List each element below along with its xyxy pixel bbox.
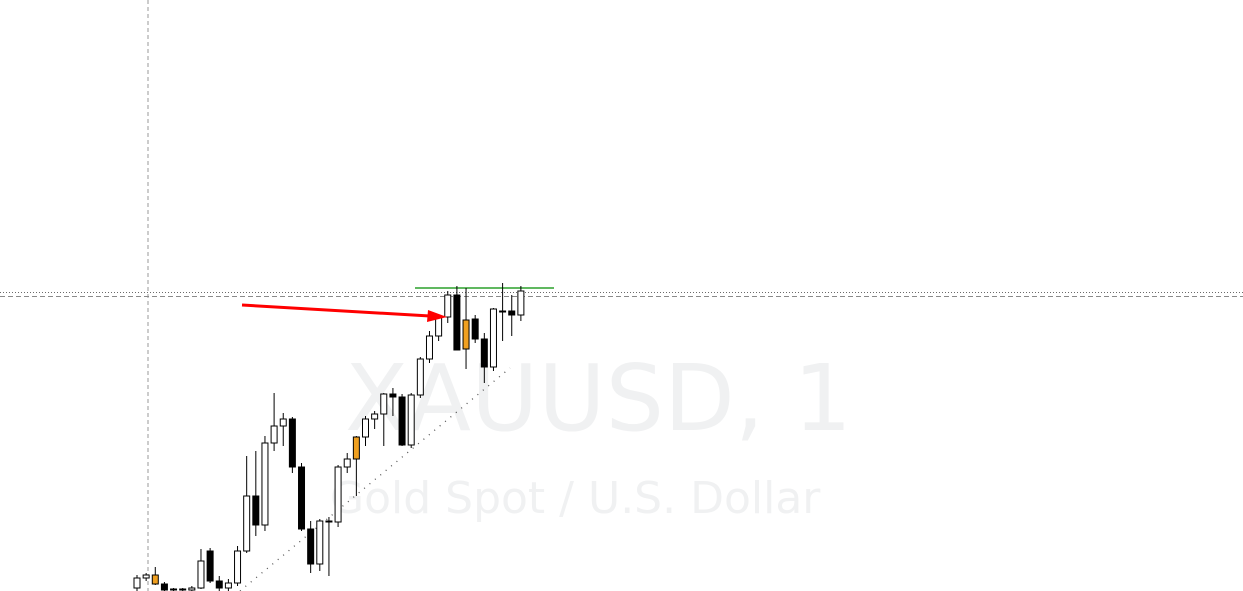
candle: [197, 549, 205, 589]
candle-body: [142, 574, 150, 579]
candle: [398, 394, 406, 446]
candle: [325, 517, 333, 576]
candle-body: [416, 358, 424, 396]
candle: [508, 295, 516, 336]
candle-body: [389, 393, 397, 398]
red-arrow[interactable]: [241, 303, 447, 322]
dotted-trendline[interactable]: [239, 367, 511, 591]
candle: [261, 436, 269, 531]
arrow-head-icon: [427, 310, 447, 322]
candle: [206, 548, 214, 583]
candle-body: [243, 495, 251, 552]
candle-body: [160, 583, 168, 591]
candle: [480, 333, 488, 383]
candle: [160, 582, 168, 591]
candle: [234, 546, 242, 586]
candle: [316, 519, 324, 571]
candle-body: [407, 394, 415, 446]
watermark-description: Gold Spot / U.S. Dollar: [330, 473, 821, 524]
candle: [407, 393, 415, 448]
candle: [343, 453, 351, 473]
candle-body: [489, 308, 497, 368]
candle: [298, 463, 306, 531]
candle: [462, 288, 470, 369]
candle-body: [170, 588, 178, 591]
candle: [188, 586, 196, 591]
candle-body: [517, 290, 525, 316]
candle-body: [471, 318, 479, 340]
candle-body: [425, 335, 433, 360]
candle: [307, 521, 315, 573]
candle-body: [224, 582, 232, 589]
candle-body: [316, 520, 324, 565]
candle-body: [380, 393, 388, 415]
candle-body: [362, 418, 369, 438]
candle: [133, 575, 141, 591]
candle: [243, 456, 251, 553]
candle: [499, 283, 507, 341]
candle-body: [371, 413, 379, 420]
candle-body: [252, 495, 260, 526]
candles-group: [133, 283, 525, 591]
candle-body: [288, 418, 296, 468]
candle: [362, 416, 369, 446]
candle: [279, 413, 287, 446]
candle-body: [334, 466, 342, 523]
candle: [453, 286, 461, 351]
candle-body: [462, 319, 470, 350]
candle-body: [197, 560, 205, 589]
candle-body: [453, 294, 461, 351]
candle-body: [499, 310, 507, 313]
arrow-shaft: [241, 303, 431, 318]
candle: [489, 308, 497, 371]
candle-body: [298, 466, 306, 530]
candle-body: [352, 436, 360, 460]
candle-body: [325, 520, 333, 523]
candle-body: [188, 587, 196, 591]
candle: [471, 315, 479, 343]
candle-body: [508, 310, 516, 316]
candle-body: [151, 574, 159, 585]
candle-body: [480, 338, 488, 368]
candle: [252, 451, 260, 536]
candle: [425, 331, 433, 363]
candle: [270, 393, 278, 451]
candle: [380, 393, 388, 446]
candle: [142, 573, 150, 581]
candle: [517, 286, 525, 321]
candle-body: [234, 550, 242, 584]
candle-body: [398, 396, 406, 446]
candle: [151, 567, 159, 585]
candle: [288, 417, 296, 473]
candle-body: [270, 425, 278, 444]
candle: [371, 411, 379, 429]
candle: [215, 576, 223, 591]
candle-body: [261, 442, 269, 526]
candle: [416, 357, 424, 398]
candle-body: [444, 294, 452, 318]
candle: [224, 579, 232, 591]
candle: [444, 291, 452, 323]
candle-body: [206, 550, 214, 582]
candle-body: [179, 588, 187, 591]
candle: [334, 465, 342, 527]
candle: [352, 436, 360, 496]
candle-body: [435, 316, 443, 337]
candle-body: [343, 458, 351, 468]
candle-body: [307, 528, 315, 565]
candle-body: [133, 577, 141, 589]
candle: [389, 388, 397, 416]
candle-body: [279, 418, 287, 427]
candle-body: [215, 580, 223, 589]
